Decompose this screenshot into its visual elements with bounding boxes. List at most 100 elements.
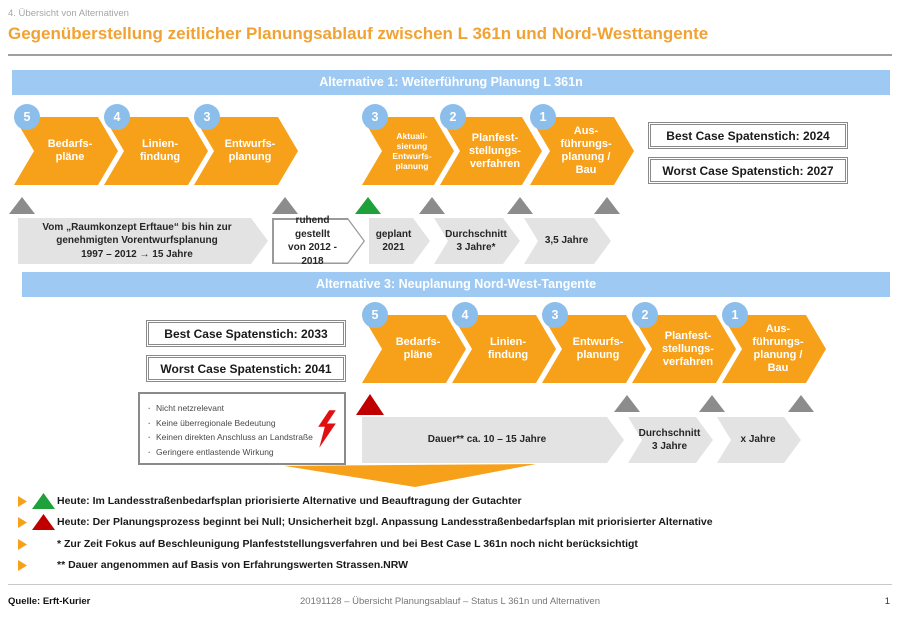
page-number: 1	[884, 596, 890, 607]
phase-label: Planfest- stellungs- verfahren	[662, 329, 714, 368]
alt3-phase-planfeststellung: Planfest- stellungs- verfahren 2	[632, 302, 736, 383]
legend-text: ** Dauer angenommen auf Basis von Erfahr…	[57, 559, 409, 571]
red-triangle-icon	[32, 514, 55, 530]
alt1-phase-bedarfsplaene: Bedarfs- pläne 5	[14, 104, 118, 185]
milestone-marker-gray	[419, 197, 445, 214]
alt3-timeline-xyears-arrow: x Jahre	[717, 417, 801, 463]
milestone-marker-gray	[9, 197, 35, 214]
arrow-shape	[18, 218, 268, 264]
lightning-icon	[318, 410, 336, 448]
page-title: Gegenüberstellung zeitlicher Planungsabl…	[8, 24, 709, 43]
drawback-item: Keinen direkten Anschluss an Landstraße	[146, 430, 314, 445]
phase-label: Planfest- stellungs- verfahren	[469, 131, 521, 170]
phase-number-badge: 2	[632, 302, 658, 328]
alt3-timeline-duration-arrow: Dauer** ca. 10 – 15 Jahre	[362, 417, 624, 463]
milestone-marker-gray	[788, 395, 814, 412]
phase-number-badge: 1	[722, 302, 748, 328]
alt3-phase-bedarfsplaene: Bedarfs- pläne 5	[362, 302, 466, 383]
drawback-item: Geringere entlastende Wirkung	[146, 445, 314, 460]
phase-label: Bedarfs- pläne	[47, 138, 93, 163]
alt3-best-case-box: Best Case Spatenstich: 2033	[146, 320, 346, 347]
alt1-best-case-box: Best Case Spatenstich: 2024	[648, 122, 848, 149]
legend-text: Heute: Im Landesstraßenbedarfsplan prior…	[57, 495, 522, 507]
green-triangle-icon	[32, 493, 55, 509]
legend-row-red: Heute: Der Planungsprozess beginnt bei N…	[0, 513, 900, 531]
timeline-label: ruhend gestellt von 2012 - 2018	[288, 215, 337, 267]
drawback-item: Nicht netzrelevant	[146, 401, 314, 416]
phase-number-badge: 5	[362, 302, 388, 328]
arrow-fill	[274, 220, 364, 263]
phase-label: Bedarfs- pläne	[395, 336, 441, 361]
alt1-phase-aktualisierung: Aktuali- sierung Entwurfs- planung 3	[362, 104, 454, 185]
alt3-phase-entwurfsplanung: Entwurfs- planung 3	[542, 302, 646, 383]
timeline-label: Vom „Raumkonzept Erftaue“ bis hin zur ge…	[42, 221, 232, 260]
milestone-marker-gray	[272, 197, 298, 214]
phase-label: Aus- führungs- planung / Bau	[560, 125, 612, 176]
alt3-phase-ausfuehrung: Aus- führungs- planung / Bau 1	[722, 302, 826, 383]
timeline-label: Durchschnitt 3 Jahre*	[445, 228, 507, 254]
phase-label: Linien- findung	[487, 336, 529, 361]
legend-row-green: Heute: Im Landesstraßenbedarfsplan prior…	[0, 492, 900, 510]
bullet-arrow-icon	[18, 496, 27, 507]
legend-row-footnote2: ** Dauer angenommen auf Basis von Erfahr…	[0, 556, 900, 574]
timeline-label: x Jahre	[740, 434, 776, 446]
bullet-arrow-icon	[18, 560, 27, 571]
phase-number-badge: 2	[440, 104, 466, 130]
legend-row-footnote1: * Zur Zeit Fokus auf Beschleunigung Plan…	[0, 535, 900, 553]
title-divider	[8, 54, 892, 56]
alt1-timeline-planned-arrow: geplant 2021	[369, 218, 430, 264]
phase-number-badge: 4	[452, 302, 478, 328]
bullet-arrow-icon	[18, 539, 27, 550]
alt1-timeline-average-arrow: Durchschnitt 3 Jahre*	[434, 218, 520, 264]
alt3-banner: Alternative 3: Neuplanung Nord-West-Tang…	[22, 272, 890, 297]
phase-label: Entwurfs- planung	[224, 138, 276, 163]
milestone-marker-green-today	[355, 197, 381, 214]
phase-number-badge: 1	[530, 104, 556, 130]
alt1-phase-ausfuehrung: Aus- führungs- planung / Bau 1	[530, 104, 634, 185]
milestone-marker-red-today	[356, 394, 384, 415]
legend-text: * Zur Zeit Fokus auf Beschleunigung Plan…	[57, 538, 638, 550]
alt1-timeline-paused-arrow: ruhend gestellt von 2012 - 2018	[272, 215, 365, 267]
alt1-phase-entwurfsplanung: Entwurfs- planung 3	[194, 104, 298, 185]
alt1-worst-case-box: Worst Case Spatenstich: 2027	[648, 157, 848, 184]
phase-number-badge: 4	[104, 104, 130, 130]
alt1-timeline-history-arrow: Vom „Raumkonzept Erftaue“ bis hin zur ge…	[18, 218, 268, 264]
arrow-shape	[434, 218, 520, 264]
alt1-phase-planfeststellung: Planfest- stellungs- verfahren 2	[440, 104, 542, 185]
footer-document-title: 20191128 – Übersicht Planungsablauf – St…	[300, 596, 600, 607]
alt1-phase-linienfindung: Linien- findung 4	[104, 104, 208, 185]
phase-number-badge: 5	[14, 104, 40, 130]
bullet-arrow-icon	[18, 517, 27, 528]
phase-number-badge: 3	[362, 104, 388, 130]
milestone-marker-gray	[614, 395, 640, 412]
timeline-label: geplant 2021	[375, 228, 412, 254]
timeline-label: Durchschnitt 3 Jahre	[638, 427, 701, 453]
milestone-marker-gray	[699, 395, 725, 412]
phase-label: Linien- findung	[139, 138, 181, 163]
phase-number-badge: 3	[542, 302, 568, 328]
arrow-shape	[524, 218, 611, 264]
phase-label: Aktuali- sierung Entwurfs- planung	[392, 131, 432, 171]
alt3-worst-case-box: Worst Case Spatenstich: 2041	[146, 355, 346, 382]
phase-number-badge: 3	[194, 104, 220, 130]
alt3-drawbacks-box: Nicht netzrelevant Keine überregionale B…	[138, 392, 346, 465]
phase-label: Entwurfs- planung	[572, 336, 624, 361]
footer-source: Quelle: Erft-Kurier	[8, 596, 91, 607]
alt1-banner: Alternative 1: Weiterführung Planung L 3…	[12, 70, 890, 95]
breadcrumb: 4. Übersicht von Alternativen	[8, 8, 129, 19]
timeline-label: 3,5 Jahre	[544, 235, 589, 247]
arrow-shape	[628, 417, 713, 463]
milestone-marker-gray	[594, 197, 620, 214]
drawback-item: Keine überregionale Bedeutung	[146, 416, 314, 431]
arrow-shape	[362, 417, 624, 463]
legend-text: Heute: Der Planungsprozess beginnt bei N…	[57, 516, 713, 528]
timeline-label: Dauer** ca. 10 – 15 Jahre	[427, 434, 547, 446]
alt3-timeline-average-arrow: Durchschnitt 3 Jahre	[628, 417, 713, 463]
phase-label: Aus- führungs- planung / Bau	[752, 323, 804, 374]
converge-triangle	[284, 464, 536, 487]
milestone-marker-gray	[507, 197, 533, 214]
alt3-phase-linienfindung: Linien- findung 4	[452, 302, 556, 383]
alt1-timeline-duration-arrow: 3,5 Jahre	[524, 218, 611, 264]
footer-divider	[8, 584, 892, 585]
